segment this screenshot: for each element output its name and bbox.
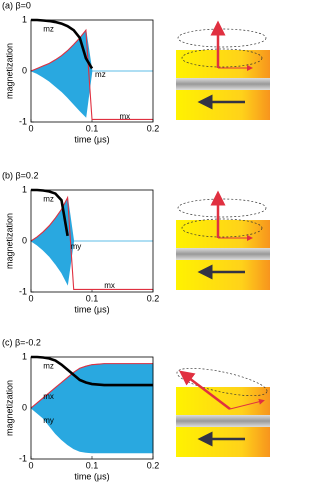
illustration <box>176 20 270 120</box>
y-axis-label: magnetization <box>4 380 14 436</box>
panel-title: (a) β=0 <box>2 0 31 10</box>
y-tick-label: 0 <box>22 65 27 75</box>
y-tick-label: -1 <box>19 116 27 126</box>
line <box>30 363 153 409</box>
line <box>30 28 153 120</box>
band <box>30 196 153 286</box>
x-tick-label: 0.2 <box>147 293 160 303</box>
x-tick-label: 0.1 <box>86 293 99 303</box>
spacer <box>176 78 270 90</box>
y-tick-label: -1 <box>19 286 27 296</box>
precession-path <box>177 198 267 218</box>
illustration <box>176 190 270 290</box>
x-axis-label: time (μs) <box>74 304 109 314</box>
free-layer <box>176 387 270 415</box>
x-tick-label: 0 <box>28 123 33 133</box>
panel-title: (b) β=0.2 <box>2 170 38 180</box>
x-tick-label: 0.2 <box>147 123 160 133</box>
free-layer <box>176 50 270 78</box>
precession-path <box>177 28 267 48</box>
precession-path <box>181 48 263 68</box>
plot-frame <box>30 356 154 460</box>
x-tick-label: 0 <box>28 460 33 470</box>
moment-arrow <box>229 398 265 410</box>
y-tick-label: 0 <box>22 402 27 412</box>
y-tick-label: 0 <box>22 235 27 245</box>
y-axis-label: magnetization <box>4 43 14 99</box>
x-tick-label: 0.2 <box>147 460 160 470</box>
spacer <box>176 415 270 427</box>
precession-path <box>176 367 268 397</box>
x-tick-label: 0.1 <box>86 123 99 133</box>
free-layer <box>176 220 270 248</box>
x-tick-label: 0.1 <box>86 460 99 470</box>
panel-title: (c) β=-0.2 <box>2 337 41 347</box>
y-axis-label: magnetization <box>4 213 14 269</box>
series-label: mx <box>104 281 115 290</box>
moment-arrow <box>179 370 231 410</box>
line <box>30 195 153 290</box>
fixed-layer <box>176 427 270 457</box>
series-label: my <box>71 242 82 251</box>
y-tick-label: 1 <box>22 351 27 361</box>
band <box>30 363 154 454</box>
series-label: mz <box>43 194 54 203</box>
series-label: my <box>43 416 54 425</box>
y-tick-label: 1 <box>22 14 27 24</box>
fixed-layer <box>176 90 270 120</box>
precession-path <box>181 218 263 238</box>
series-label: mx <box>43 392 54 401</box>
series-label: mz <box>43 24 54 33</box>
series-label: mz <box>95 70 106 79</box>
x-tick-label: 0 <box>28 293 33 303</box>
y-tick-label: -1 <box>19 453 27 463</box>
series-label: mz <box>43 361 54 370</box>
fixed-layer <box>176 260 270 290</box>
plot-frame <box>30 19 154 123</box>
line <box>31 355 153 387</box>
y-tick-label: 1 <box>22 184 27 194</box>
plot-frame <box>30 189 154 293</box>
x-axis-label: time (μs) <box>74 471 109 481</box>
illustration <box>176 367 270 457</box>
series-label: mx <box>119 112 130 121</box>
spacer <box>176 248 270 260</box>
x-axis-label: time (μs) <box>74 134 109 144</box>
band <box>29 29 153 118</box>
